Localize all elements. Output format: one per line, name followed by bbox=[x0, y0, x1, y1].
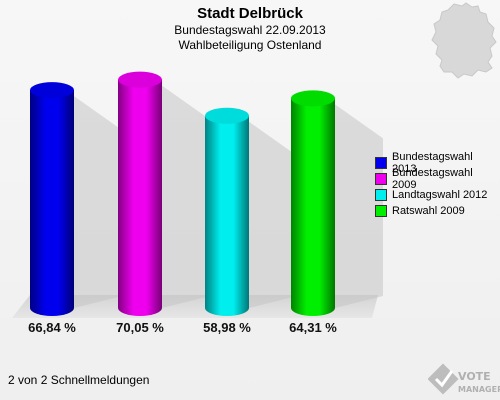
bar-body bbox=[291, 98, 335, 317]
bar-value-label: 70,05 % bbox=[116, 320, 164, 335]
vote-manager-logo: VOTE MANAGER bbox=[428, 363, 500, 395]
status-footer: 2 von 2 Schnellmeldungen bbox=[8, 373, 150, 387]
bar-shadow bbox=[335, 104, 383, 309]
legend-label: Bundestagswahl 2013 bbox=[391, 151, 473, 175]
legend-swatch bbox=[375, 205, 387, 217]
legend-item: Bundestagswahl 2013 bbox=[375, 151, 500, 175]
bar-body bbox=[30, 90, 74, 317]
logo-check-icon bbox=[428, 363, 459, 395]
legend-label: Landtagswahl 2012 bbox=[392, 189, 488, 201]
bar-body bbox=[205, 115, 249, 317]
bar-shadow bbox=[74, 96, 122, 309]
legend-label: Ratswahl 2009 bbox=[392, 205, 465, 217]
bar bbox=[30, 82, 74, 317]
bar-value-label: 66,84 % bbox=[28, 320, 76, 335]
chart-legend: Bundestagswahl 2013 Bundestagswahl 2009 … bbox=[375, 151, 500, 219]
legend-swatch bbox=[375, 189, 387, 201]
legend-item: Landtagswahl 2012 bbox=[375, 187, 500, 203]
bar-shadow bbox=[249, 121, 297, 309]
bar-value-label: 58,98 % bbox=[203, 320, 251, 335]
bar-top bbox=[291, 90, 335, 107]
bar-value-label: 64,31 % bbox=[289, 320, 337, 335]
chart-subtitle-district: Wahlbeteiligung Ostenland bbox=[178, 38, 322, 52]
legend-swatch bbox=[375, 173, 387, 185]
bar bbox=[205, 107, 249, 317]
bar-shadow bbox=[162, 85, 210, 309]
chart-floor bbox=[12, 295, 378, 318]
legend-item: Bundestagswahl 2009 bbox=[375, 167, 500, 191]
bar-top bbox=[118, 71, 162, 88]
legend-swatch bbox=[375, 157, 387, 169]
logo-line1: VOTE bbox=[458, 370, 491, 383]
bar bbox=[291, 90, 335, 317]
logo-line2: MANAGER bbox=[458, 385, 500, 394]
bar bbox=[118, 71, 162, 317]
germany-map-icon bbox=[431, 2, 497, 79]
chart-subtitle-election: Bundestagswahl 22.09.2013 bbox=[174, 23, 326, 37]
legend-label: Bundestagswahl 2009 bbox=[391, 167, 473, 191]
legend-item: Ratswahl 2009 bbox=[375, 203, 500, 219]
bar-body bbox=[118, 79, 162, 317]
chart-title: Stadt Delbrück bbox=[197, 5, 303, 22]
bar-top bbox=[30, 82, 74, 99]
bar-top bbox=[205, 107, 249, 124]
